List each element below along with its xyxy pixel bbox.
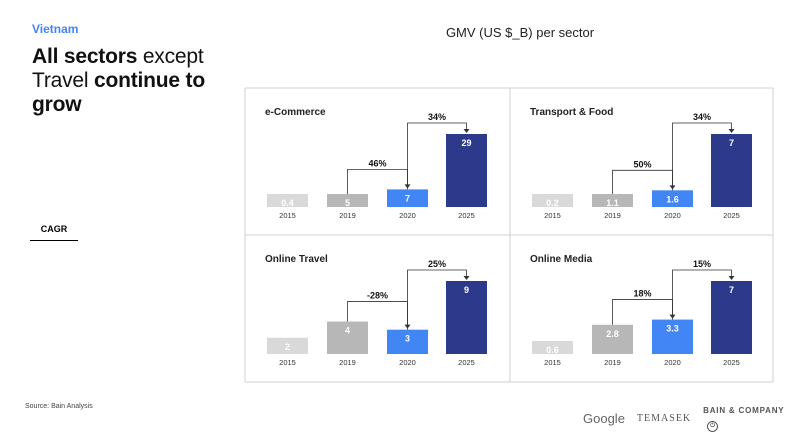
tick-online-media-2019: 2019 xyxy=(604,358,621,367)
bar-e-commerce-2019 xyxy=(327,194,368,207)
panel-title-transport-food: Transport & Food xyxy=(530,107,613,118)
bar-label-e-commerce-2020: 7 xyxy=(405,193,410,203)
cagr-label-e-commerce-2019-2020: 46% xyxy=(368,158,386,168)
tick-e-commerce-2025: 2025 xyxy=(458,211,475,220)
logo-bar: Google TEMASEK BAIN & COMPANY ⏻ xyxy=(583,400,796,436)
bar-label-e-commerce-2025: 29 xyxy=(461,138,471,148)
cagr-bracket-online-travel-2020-2025 xyxy=(407,269,467,330)
bar-e-commerce-2015 xyxy=(267,194,308,207)
bar-label-transport-food-2015: 0.2 xyxy=(546,198,559,208)
tick-transport-food-2015: 2015 xyxy=(544,211,561,220)
source-note: Source: Bain Analysis xyxy=(25,403,93,410)
bar-label-online-travel-2019: 4 xyxy=(345,326,350,336)
google-logo: Google xyxy=(583,410,625,426)
tick-online-travel-2025: 2025 xyxy=(458,358,475,367)
cagr-bracket-transport-food-2020-2025 xyxy=(672,122,732,191)
tick-online-media-2025: 2025 xyxy=(723,358,740,367)
cagr-arrow-online-travel-2020-2025 xyxy=(463,276,470,280)
cagr-label-online-media-2019-2020: 18% xyxy=(633,289,651,299)
tick-e-commerce-2019: 2019 xyxy=(339,211,356,220)
bar-label-online-media-2015: 0.6 xyxy=(546,345,559,355)
cagr-arrow-online-media-2020-2025 xyxy=(728,276,735,280)
cagr-label-online-media-2020-2025: 15% xyxy=(693,259,711,269)
panel-title-online-travel: Online Travel xyxy=(265,254,328,265)
bar-label-online-media-2025: 7 xyxy=(729,285,734,295)
cagr-label-transport-food-2020-2025: 34% xyxy=(693,112,711,122)
cagr-label-online-travel-2020-2025: 25% xyxy=(428,259,446,269)
bar-transport-food-2025 xyxy=(711,134,752,207)
bar-label-e-commerce-2015: 0.4 xyxy=(281,198,294,208)
headline-bold-2: continue to grow xyxy=(32,69,205,116)
bar-label-online-media-2020: 3.3 xyxy=(666,324,679,334)
tick-online-travel-2019: 2019 xyxy=(339,358,356,367)
tick-transport-food-2020: 2020 xyxy=(664,211,681,220)
bar-online-media-2015 xyxy=(532,341,573,354)
bar-online-travel-2020 xyxy=(387,329,428,354)
cagr-bracket-online-media-2020-2025 xyxy=(672,269,732,320)
cagr-bracket-e-commerce-2020-2025 xyxy=(407,122,467,190)
tick-transport-food-2025: 2025 xyxy=(723,211,740,220)
tick-online-media-2020: 2020 xyxy=(664,358,681,367)
bar-e-commerce-2020 xyxy=(387,189,428,207)
bar-transport-food-2019 xyxy=(592,194,633,207)
cagr-legend-label: CAGR xyxy=(30,222,78,241)
headline-bold-1: All sectors xyxy=(32,45,138,68)
panel-title-e-commerce: e-Commerce xyxy=(265,107,326,118)
bain-logo-text: BAIN & COMPANY xyxy=(703,406,785,415)
headline-normal: except Travel xyxy=(32,45,204,92)
bar-label-online-travel-2025: 9 xyxy=(464,285,469,295)
bar-transport-food-2015 xyxy=(532,194,573,207)
tick-e-commerce-2015: 2015 xyxy=(279,211,296,220)
bar-online-media-2020 xyxy=(652,319,693,354)
bar-online-travel-2019 xyxy=(327,321,368,354)
bar-online-travel-2015 xyxy=(267,337,308,354)
tick-transport-food-2019: 2019 xyxy=(604,211,621,220)
headline: All sectors except Travel continue to gr… xyxy=(32,45,232,117)
panel-title-online-media: Online Media xyxy=(530,254,593,265)
tick-online-media-2015: 2015 xyxy=(544,358,561,367)
bar-transport-food-2020 xyxy=(652,190,693,207)
bar-label-online-travel-2020: 3 xyxy=(405,334,410,344)
bar-online-media-2019 xyxy=(592,324,633,354)
cagr-arrow-e-commerce-2020-2025 xyxy=(463,129,470,133)
bar-online-media-2025 xyxy=(711,281,752,354)
cagr-label-e-commerce-2020-2025: 34% xyxy=(428,112,446,122)
bain-logo: BAIN & COMPANY ⏻ xyxy=(703,400,796,436)
cagr-arrow-transport-food-2020-2025 xyxy=(728,129,735,133)
tick-online-travel-2015: 2015 xyxy=(279,358,296,367)
chart-title: GMV (US $_B) per sector xyxy=(445,25,595,40)
tick-online-travel-2020: 2020 xyxy=(399,358,416,367)
region-label: Vietnam xyxy=(32,22,79,36)
temasek-logo: TEMASEK xyxy=(636,412,692,424)
bar-online-travel-2025 xyxy=(446,281,487,354)
bar-label-transport-food-2019: 1.1 xyxy=(606,198,619,208)
cagr-label-online-travel-2019-2020: -28% xyxy=(367,291,388,301)
bain-circle-icon: ⏻ xyxy=(707,421,719,433)
bar-label-transport-food-2020: 1.6 xyxy=(666,194,679,204)
bar-label-e-commerce-2019: 5 xyxy=(345,198,350,208)
bar-label-online-travel-2015: 2 xyxy=(285,342,290,352)
bar-e-commerce-2025 xyxy=(446,134,487,207)
bar-label-transport-food-2025: 7 xyxy=(729,138,734,148)
cagr-label-transport-food-2019-2020: 50% xyxy=(633,159,651,169)
tick-e-commerce-2020: 2020 xyxy=(399,211,416,220)
bar-label-online-media-2019: 2.8 xyxy=(606,329,619,339)
